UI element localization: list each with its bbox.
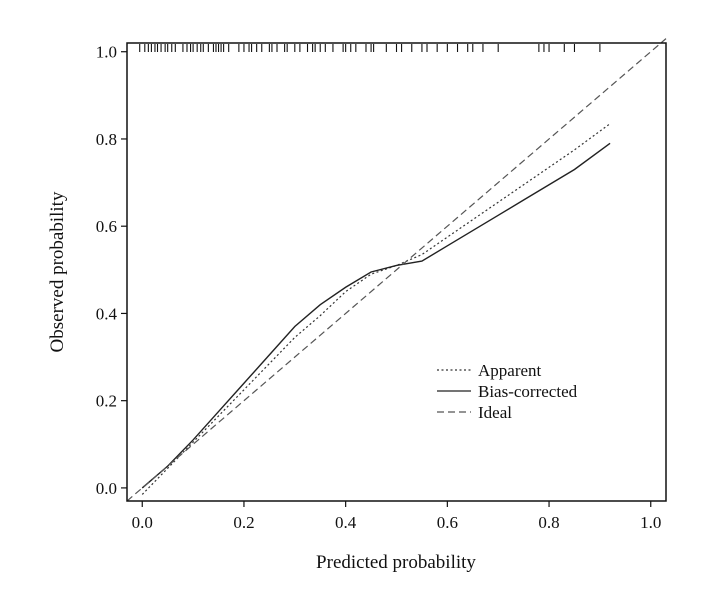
y-tick-label: 0.0 [96,479,117,498]
x-tick-label: 0.2 [233,513,254,532]
x-tick-label: 0.4 [335,513,357,532]
rug-layer [139,44,601,52]
series-line-bias-corrected [141,142,611,489]
axis-layer: 0.0 0.2 0.4 0.6 0.8 1.0 0.0 0.2 0.4 0.6 0.8 1.0 [96,43,662,532]
legend-label-ideal: Ideal [478,403,512,422]
legend: Apparent Bias-corrected Ideal [437,361,578,422]
legend-label-apparent: Apparent [478,361,542,380]
plot-frame [126,42,667,502]
legend-label-bias-corrected: Bias-corrected [478,382,578,401]
x-axis-title: Predicted probability [316,552,476,573]
y-tick-label: 0.8 [96,130,117,149]
x-tick-label: 0.6 [437,513,458,532]
y-tick-label: 1.0 [96,43,117,62]
y-tick-label: 0.2 [96,392,117,411]
series-line-apparent [141,123,611,495]
y-tick-label: 0.6 [96,217,117,236]
y-tick-label: 0.4 [96,304,118,323]
x-tick-label: 1.0 [640,513,661,532]
y-axis-title: Observed probability [47,191,68,352]
x-tick-label: 0.8 [538,513,559,532]
series-layer [126,38,667,502]
series-line-ideal [126,38,667,502]
x-tick-label: 0.0 [132,513,153,532]
